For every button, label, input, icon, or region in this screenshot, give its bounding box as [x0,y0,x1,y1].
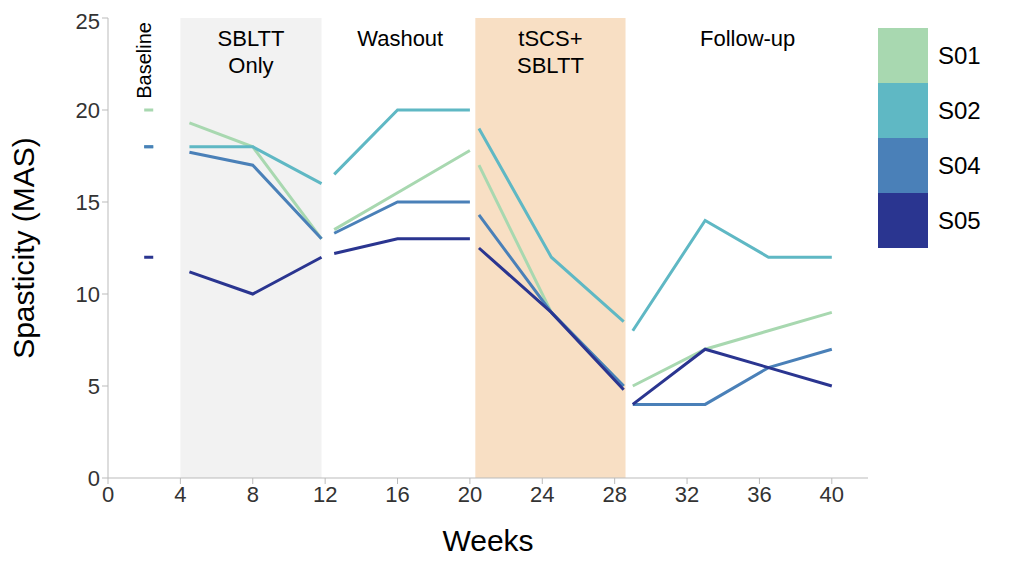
svg-text:40: 40 [820,482,844,507]
svg-text:8: 8 [247,482,259,507]
svg-text:5: 5 [88,374,100,399]
svg-text:32: 32 [675,482,699,507]
svg-text:12: 12 [313,482,337,507]
svg-text:25: 25 [76,9,100,34]
svg-text:15: 15 [76,190,100,215]
html-text:S05: S05 [938,206,981,234]
svg-text:Follow-up: Follow-up [700,26,795,51]
html-text:S01: S01 [938,41,981,69]
svg-text:36: 36 [747,482,771,507]
svg-text:4: 4 [174,482,186,507]
svg-text:28: 28 [602,482,626,507]
html-text:S04: S04 [938,151,981,179]
svg-text:24: 24 [530,482,554,507]
svg-text:0: 0 [88,466,100,491]
html-text:S02: S02 [938,96,981,124]
svg-text:Washout: Washout [357,26,443,51]
svg-text:Weeks: Weeks [442,524,533,557]
svg-text:SBLTTOnly: SBLTTOnly [218,26,285,78]
svg-text:0: 0 [102,482,114,507]
svg-text:16: 16 [385,482,409,507]
svg-text:Baseline: Baseline [133,22,155,99]
svg-text:20: 20 [458,482,482,507]
svg-text:20: 20 [76,98,100,123]
svg-text:tSCS+SBLTT: tSCS+SBLTT [517,26,584,78]
svg-text:Spasticity (MAS): Spasticity (MAS) [8,137,40,359]
svg-text:10: 10 [76,282,100,307]
